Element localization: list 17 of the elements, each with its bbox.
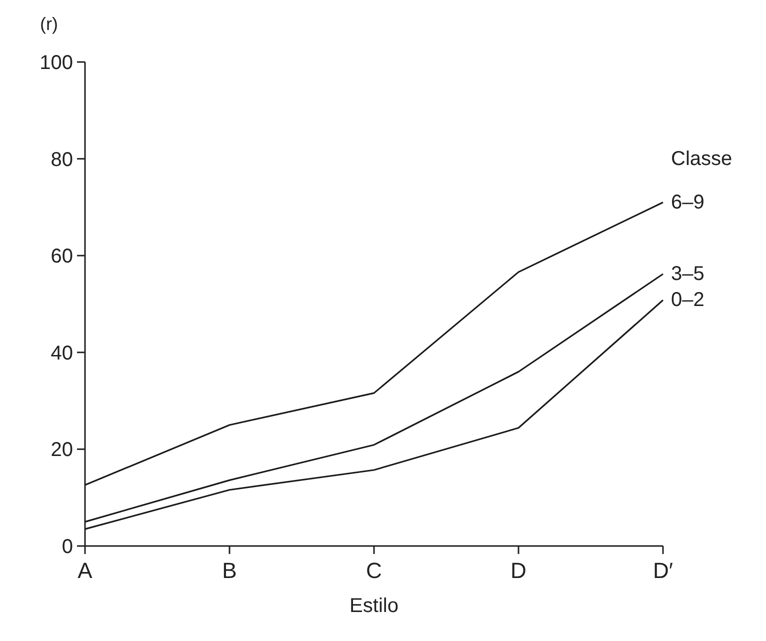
x-tick-label: D bbox=[510, 558, 526, 583]
y-tick-label: 60 bbox=[50, 246, 73, 268]
x-tick-label: A bbox=[78, 558, 93, 583]
x-tick-label: B bbox=[222, 558, 237, 583]
y-axis-title: (r) bbox=[40, 14, 58, 34]
y-tick-label: 40 bbox=[50, 342, 73, 364]
series-label: 0–2 bbox=[671, 289, 704, 312]
series-label: 3–5 bbox=[671, 262, 704, 285]
y-tick-label: 0 bbox=[62, 536, 73, 558]
series-label: 6–9 bbox=[671, 191, 704, 214]
y-tick-label: 80 bbox=[50, 148, 73, 171]
x-tick-label: D′ bbox=[652, 558, 674, 583]
y-tick-label: 100 bbox=[40, 52, 73, 74]
legend-title: Classe bbox=[671, 148, 732, 170]
x-axis-title: Estilo bbox=[350, 595, 398, 617]
x-tick-label: C bbox=[366, 558, 382, 583]
y-tick-label: 20 bbox=[50, 439, 73, 462]
